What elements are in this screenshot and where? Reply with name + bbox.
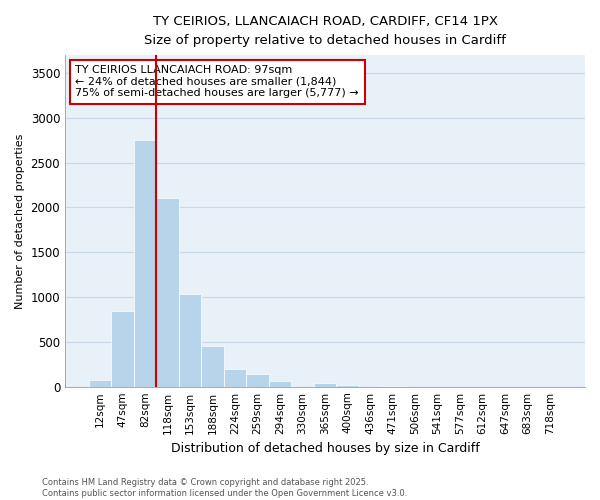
Bar [179, 294, 201, 386]
Text: TY CEIRIOS LLANCAIACH ROAD: 97sqm
← 24% of detached houses are smaller (1,844)
7: TY CEIRIOS LLANCAIACH ROAD: 97sqm ← 24% … [76, 65, 359, 98]
Bar [314, 383, 336, 386]
Bar [269, 382, 291, 386]
X-axis label: Distribution of detached houses by size in Cardiff: Distribution of detached houses by size … [170, 442, 479, 455]
Bar [156, 198, 179, 386]
Bar [201, 346, 224, 387]
Title: TY CEIRIOS, LLANCAIACH ROAD, CARDIFF, CF14 1PX
Size of property relative to deta: TY CEIRIOS, LLANCAIACH ROAD, CARDIFF, CF… [144, 15, 506, 47]
Y-axis label: Number of detached properties: Number of detached properties [15, 133, 25, 308]
Bar [224, 369, 246, 386]
Bar [336, 385, 359, 386]
Text: Contains HM Land Registry data © Crown copyright and database right 2025.
Contai: Contains HM Land Registry data © Crown c… [42, 478, 407, 498]
Bar [246, 374, 269, 386]
Bar [134, 140, 156, 386]
Bar [111, 310, 134, 386]
Bar [89, 380, 111, 386]
